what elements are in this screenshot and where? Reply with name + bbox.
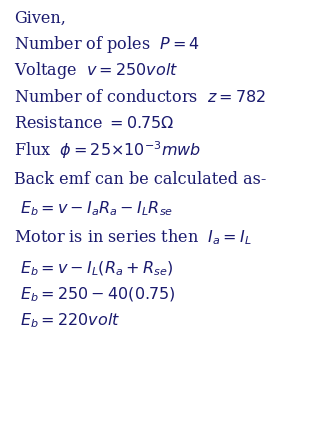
Text: $E_b = v - I_a R_a - I_L R_{se}$: $E_b = v - I_a R_a - I_L R_{se}$ [20,199,174,217]
Text: Resistance $= 0.75\Omega$: Resistance $= 0.75\Omega$ [14,115,174,132]
Text: Flux  $\phi = 25{\times}10^{-3}\mathit{mwb}$: Flux $\phi = 25{\times}10^{-3}\mathit{mw… [14,139,201,161]
Text: $E_b = 220\mathit{volt}$: $E_b = 220\mathit{volt}$ [20,311,121,329]
Text: Voltage  $v = 250\mathit{volt}$: Voltage $v = 250\mathit{volt}$ [14,60,179,81]
Text: $E_b = v - I_L (R_a + R_{se})$: $E_b = v - I_L (R_a + R_{se})$ [20,260,174,278]
Text: Motor is in series then  $I_a = I_L$: Motor is in series then $I_a = I_L$ [14,228,252,247]
Text: Number of conductors  $z = 782$: Number of conductors $z = 782$ [14,89,266,105]
Text: Back emf can be calculated as-: Back emf can be calculated as- [14,172,266,188]
Text: Given,: Given, [14,10,66,27]
Text: $E_b = 250 - 40(0.75)$: $E_b = 250 - 40(0.75)$ [20,285,176,304]
Text: Number of poles  $P = 4$: Number of poles $P = 4$ [14,34,200,55]
